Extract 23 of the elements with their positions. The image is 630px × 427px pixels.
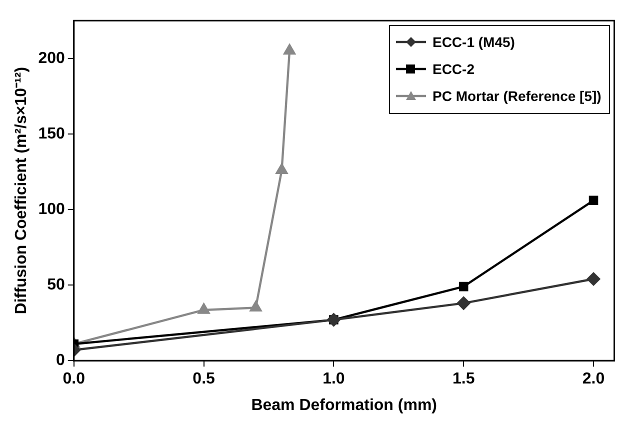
x-axis-title: Beam Deformation (mm) — [251, 396, 438, 414]
point — [250, 301, 262, 312]
y-tick-label: 150 — [38, 125, 65, 142]
point — [276, 164, 288, 174]
point — [284, 44, 296, 55]
legend-label: ECC-1 (M45) — [432, 32, 515, 52]
y-tick-label: 200 — [38, 50, 65, 67]
point — [586, 272, 600, 286]
point — [588, 196, 598, 206]
y-tick-label: 0 — [56, 352, 65, 370]
point — [198, 303, 210, 314]
y-axis-title: Diffusion Coefficient (m²/s×10⁻¹²) — [13, 66, 30, 314]
y-tick-label: 100 — [38, 200, 65, 218]
x-tick-label: 2.0 — [582, 370, 605, 388]
x-tick-label: 0.5 — [192, 370, 216, 388]
legend-label: ECC-2 — [432, 60, 474, 79]
y-tick-label: 50 — [47, 276, 65, 294]
x-tick-label: 1.5 — [452, 370, 475, 388]
x-tick-label: 1.0 — [322, 370, 345, 388]
x-tick-label: 0.0 — [62, 370, 86, 388]
point — [457, 296, 470, 310]
point — [458, 282, 468, 292]
legend-label: PC Mortar (Reference [5]) — [432, 86, 602, 106]
